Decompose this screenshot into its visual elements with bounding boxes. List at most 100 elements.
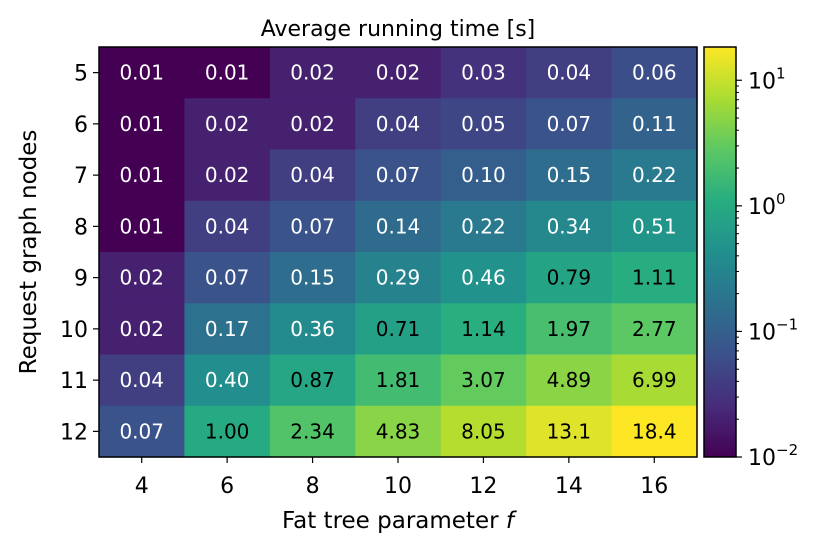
heatmap-cell-label: 0.14 <box>376 214 421 238</box>
heatmap-cell-label: 0.02 <box>205 163 250 187</box>
heatmap-cell <box>611 354 698 407</box>
heatmap-cell-label: 0.02 <box>119 266 164 290</box>
y-axis-label: Request graph nodes <box>16 130 42 375</box>
heatmap-cell <box>611 303 698 356</box>
heatmap-cell-label: 0.06 <box>632 61 677 85</box>
heatmap-cell-label: 0.01 <box>205 61 250 85</box>
heatmap-cell-label: 13.1 <box>547 419 592 443</box>
chart-title: Average running time [s] <box>261 17 536 42</box>
heatmap-cell-label: 0.40 <box>205 368 250 392</box>
heatmap-cell <box>269 405 356 458</box>
heatmap-cell-label: 0.02 <box>376 61 421 85</box>
x-axis-label: Fat tree parameter f <box>282 508 517 534</box>
heatmap-cell <box>526 149 613 202</box>
heatmap-cell-label: 0.07 <box>290 214 335 238</box>
heatmap-cell <box>611 98 698 151</box>
heatmap-cell <box>355 200 442 253</box>
heatmap-cell-label: 0.01 <box>119 112 164 136</box>
heatmap-cell-label: 0.03 <box>461 61 506 85</box>
heatmap-cell-label: 0.04 <box>205 214 250 238</box>
heatmap-cell-label: 1.97 <box>547 317 592 341</box>
heatmap-cell-label: 0.07 <box>119 419 164 443</box>
y-tick-label: 5 <box>74 62 88 87</box>
heatmap-cell <box>184 98 271 151</box>
heatmap-cell-label: 6.99 <box>632 368 677 392</box>
heatmap-cell-label: 0.15 <box>290 266 335 290</box>
heatmap-cell <box>440 98 527 151</box>
heatmap-cell-label: 2.77 <box>632 317 677 341</box>
heatmap-cell <box>526 252 613 304</box>
x-tick-label: 6 <box>220 474 234 499</box>
heatmap-cell <box>99 98 186 151</box>
heatmap-cell-label: 0.10 <box>461 163 506 187</box>
heatmap-cell-label: 0.04 <box>547 61 592 85</box>
colorbar-tick-label: 10−2 <box>748 441 798 471</box>
heatmap-cell <box>611 47 698 99</box>
heatmap-cell <box>440 303 527 356</box>
y-tick-label: 6 <box>74 113 88 138</box>
heatmap-cell-label: 0.02 <box>205 112 250 136</box>
heatmap-cell <box>269 252 356 304</box>
heatmap-cell <box>99 405 186 458</box>
heatmap-cell-label: 0.04 <box>290 163 335 187</box>
heatmap-cell-label: 0.36 <box>290 317 335 341</box>
y-tick-label: 9 <box>74 267 88 292</box>
heatmap-cell <box>184 405 271 458</box>
heatmap-cell <box>184 149 271 202</box>
heatmap-cell-label: 0.17 <box>205 317 250 341</box>
heatmap-cell <box>184 200 271 253</box>
heatmap-cell <box>269 47 356 99</box>
heatmap-cell-label: 0.87 <box>290 368 335 392</box>
heatmap-cell-label: 0.34 <box>547 214 592 238</box>
heatmap-cell-label: 1.11 <box>632 266 677 290</box>
heatmap-cell <box>440 149 527 202</box>
heatmap-cell-label: 0.01 <box>119 61 164 85</box>
heatmap-cell-label: 0.02 <box>290 61 335 85</box>
y-tick-label: 8 <box>74 215 88 240</box>
y-tick-label: 7 <box>74 164 88 189</box>
heatmap-cell <box>611 252 698 304</box>
heatmap-cell <box>99 149 186 202</box>
heatmap-cell <box>611 405 698 458</box>
x-tick-label: 4 <box>135 474 149 499</box>
heatmap-cell <box>99 354 186 407</box>
heatmap-cell <box>355 303 442 356</box>
colorbar-tick-label: 100 <box>748 190 786 220</box>
heatmap-cell-label: 0.51 <box>632 214 677 238</box>
heatmap-cell-label: 0.79 <box>547 266 592 290</box>
heatmap-cell <box>355 354 442 407</box>
heatmap-cell-label: 0.02 <box>119 317 164 341</box>
x-tick-label: 16 <box>640 474 668 499</box>
heatmap-cell <box>526 354 613 407</box>
x-tick-label: 12 <box>469 474 497 499</box>
heatmap-cell <box>269 98 356 151</box>
heatmap-cell <box>99 252 186 304</box>
y-tick-label: 11 <box>60 369 88 394</box>
y-axis-ticks: 5 6 7 8 9 10 11 12 <box>60 62 99 445</box>
heatmap-cell-label: 8.05 <box>461 419 506 443</box>
heatmap-cell-label: 0.07 <box>547 112 592 136</box>
heatmap-cell-label: 0.22 <box>461 214 506 238</box>
heatmap-cell-label: 0.46 <box>461 266 506 290</box>
heatmap-cell <box>184 303 271 356</box>
heatmap-cell <box>184 252 271 304</box>
heatmap-cell <box>440 47 527 99</box>
colorbar <box>703 46 737 458</box>
heatmap-cell <box>440 405 527 458</box>
heatmap-cell <box>99 200 186 253</box>
heatmap-cell <box>440 200 527 253</box>
heatmap-cell-label: 18.4 <box>632 419 677 443</box>
heatmap-cell <box>355 405 442 458</box>
heatmap-cell <box>269 303 356 356</box>
heatmap-cell <box>99 47 186 99</box>
heatmap-cell-label: 0.22 <box>632 163 677 187</box>
heatmap-cell <box>355 98 442 151</box>
y-tick-label: 10 <box>60 318 88 343</box>
heatmap-cell-label: 0.01 <box>119 163 164 187</box>
heatmap-cell-labels: 0.01 0.01 0.02 0.02 0.03 0.04 0.06 0.01 0.02 0.02… <box>119 61 676 444</box>
heatmap-cell <box>526 303 613 356</box>
heatmap-cell-label: 4.89 <box>547 368 592 392</box>
heatmap-cell <box>184 47 271 99</box>
heatmap-cell <box>355 47 442 99</box>
